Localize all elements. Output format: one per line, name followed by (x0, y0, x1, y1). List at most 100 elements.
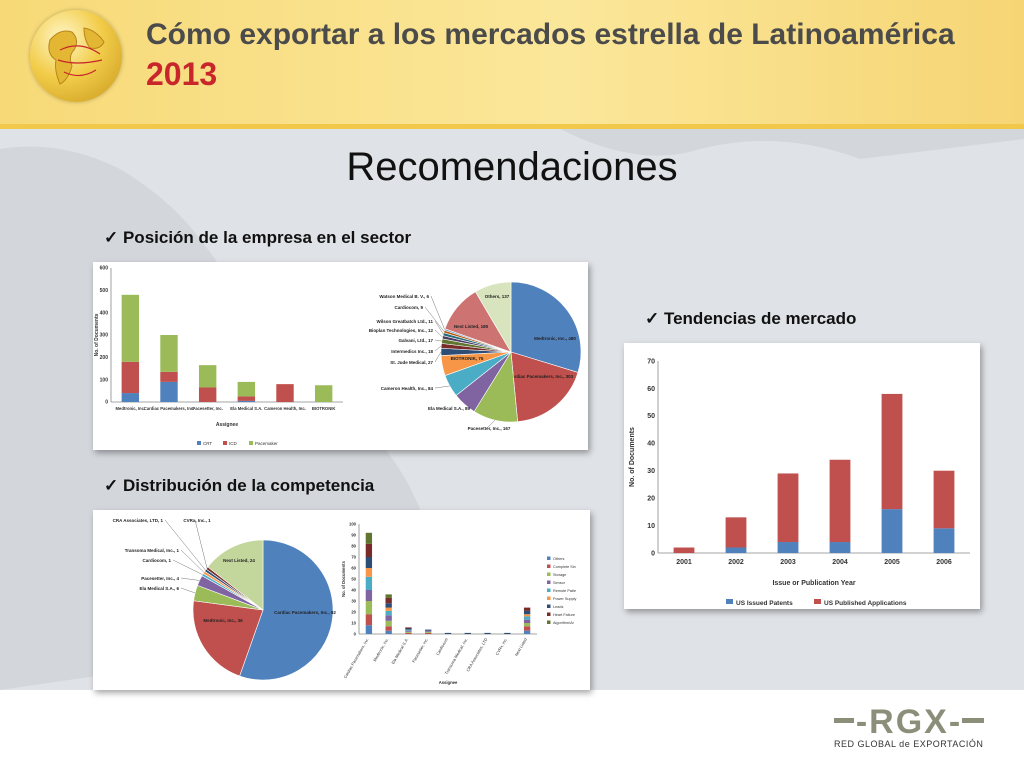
header-divider (0, 124, 1024, 129)
pie-label: Pacesetter, Inc., 4 (141, 576, 179, 581)
y-tick-label: 10 (647, 523, 655, 530)
pie-leader-line (194, 519, 208, 569)
legend-swatch (547, 596, 551, 600)
pie-label: Ela Medical S.A., 6 (139, 586, 179, 591)
bar-segment (933, 528, 955, 553)
y-tick-label: 70 (351, 554, 356, 559)
pie-slice (510, 281, 582, 373)
y-tick-label: 30 (351, 598, 356, 603)
pie-leader-line (180, 577, 200, 581)
competition-charts-svg: Cardiac Pacemakers, Inc., 92 Medtronic, I… (113, 518, 577, 685)
slide-heading: Recomendaciones (346, 145, 678, 189)
bar-segment (365, 532, 373, 544)
pie-label: Cardiocom, 1 (142, 558, 171, 563)
bar-segment (523, 616, 531, 620)
bar-segment (365, 614, 373, 626)
pie-label: CRA Associates, LTD, 1 (113, 518, 164, 523)
trends-chart-panel: 0 10 20 30 40 50 60 70 2001 2002 2003 2004 2005 2006 N… (624, 343, 980, 609)
bar-segment (484, 632, 491, 634)
bar-segment (160, 371, 178, 382)
legend-label: Power Supply (553, 597, 577, 601)
bar-segment (237, 400, 256, 402)
y-tick-label: 0 (105, 400, 108, 406)
x-tick-label: 2002 (728, 559, 744, 566)
pie-label: Watson Medical B. V., 6 (379, 294, 429, 299)
checkmark-icon: ✓ (104, 476, 123, 495)
checkmark-icon: ✓ (645, 309, 664, 328)
y-tick-label: 100 (349, 521, 357, 526)
bullet-position: ✓ Posición de la empresa en el sector (104, 228, 411, 248)
pie-slice (475, 281, 512, 354)
header-banner (0, 0, 1024, 124)
pie-label: Others, 137 (485, 294, 510, 299)
legend-label: CRT (203, 441, 212, 446)
legend-label: Leads (553, 605, 563, 609)
pie-slice (510, 351, 579, 423)
y-axis-title: No. of Documents (629, 427, 636, 487)
bar-segment (276, 384, 294, 402)
x-tick-label: 2005 (884, 559, 900, 566)
legend-swatch (547, 604, 551, 608)
bar-segment (673, 547, 695, 553)
x-axis-title: Assignee (216, 422, 238, 428)
bullet-competition: ✓ Distribución de la competencia (104, 476, 374, 496)
bar-segment (198, 365, 217, 388)
pie-leader-line (424, 306, 445, 332)
legend-swatch (814, 599, 821, 604)
bar-segment (405, 629, 412, 631)
x-tick-label: BIOTRONIK (312, 406, 336, 411)
legend-swatch (547, 572, 551, 576)
pie-label: Pacesetter, Inc., 167 (468, 426, 511, 431)
bar-segment (725, 547, 747, 553)
legend-label: ICD (229, 441, 238, 446)
legend-swatch (547, 564, 551, 568)
x-tick-label: 2001 (676, 559, 692, 566)
x-tick-label: Cardiac Pacemakers, Inc. (144, 406, 195, 411)
legend-swatch (223, 441, 227, 445)
pie-leader-line (180, 549, 205, 573)
legend-label: Remote Patie (553, 589, 576, 593)
bar-segment (523, 619, 531, 623)
header-year: 2013 (146, 56, 218, 92)
pie-leader-line (172, 559, 203, 575)
bar-segment (425, 632, 432, 634)
legend-label: Complete Sin (553, 565, 576, 569)
bar-segment (523, 626, 531, 631)
x-tick-label: Next Listed (514, 637, 528, 657)
bullet-position-text: Posición de la empresa en el sector (122, 228, 412, 247)
pie-leader-line (434, 320, 444, 335)
legend-swatch (547, 588, 551, 592)
y-tick-label: 0 (651, 550, 655, 557)
bullet-trends: ✓ Tendencias de mercado (645, 309, 856, 329)
y-tick-label: 600 (100, 266, 109, 272)
pie-label: Cardiac Pacemakers, Inc., 303 (509, 374, 574, 379)
pie-label: Ela Medical S.A., 89 (428, 406, 471, 411)
bar-segment (160, 335, 178, 372)
y-tick-label: 60 (647, 386, 655, 393)
bar-segment (385, 626, 392, 631)
legend-swatch (547, 556, 551, 560)
y-tick-label: 100 (100, 377, 109, 383)
logo-dash-left (834, 718, 854, 723)
pie-label: Cardiac Pacemakers, Inc., 92 (274, 610, 336, 615)
y-tick-label: 40 (351, 587, 356, 592)
pie-label: Bioplan Technologies, Inc., 12 (369, 328, 434, 333)
trends-chart-svg: 0 10 20 30 40 50 60 70 2001 2002 2003 2004 2005 2006 N… (629, 358, 970, 607)
logo-subtitle: RED GLOBAL de EXPORTACIÓN (834, 739, 984, 749)
logo-text: -RGX- (856, 703, 962, 737)
bar-segment (365, 601, 373, 615)
rgx-logo: -RGX- (834, 703, 984, 741)
x-tick-label: CRA Associates, LTD (465, 637, 488, 672)
legend-swatch (547, 580, 551, 584)
bar-segment (777, 542, 799, 553)
bar-segment (425, 631, 432, 633)
bar-segment (725, 517, 747, 548)
bar-segment (405, 628, 412, 630)
pie-slice (192, 600, 264, 677)
x-tick-label: 2006 (936, 559, 952, 566)
x-tick-label: Medtronic, Inc. (372, 637, 389, 662)
bar-segment (365, 625, 373, 634)
bar-segment (777, 473, 799, 543)
x-tick-label: Pacesetter, Inc. (411, 637, 429, 663)
bar-segment (405, 627, 412, 629)
